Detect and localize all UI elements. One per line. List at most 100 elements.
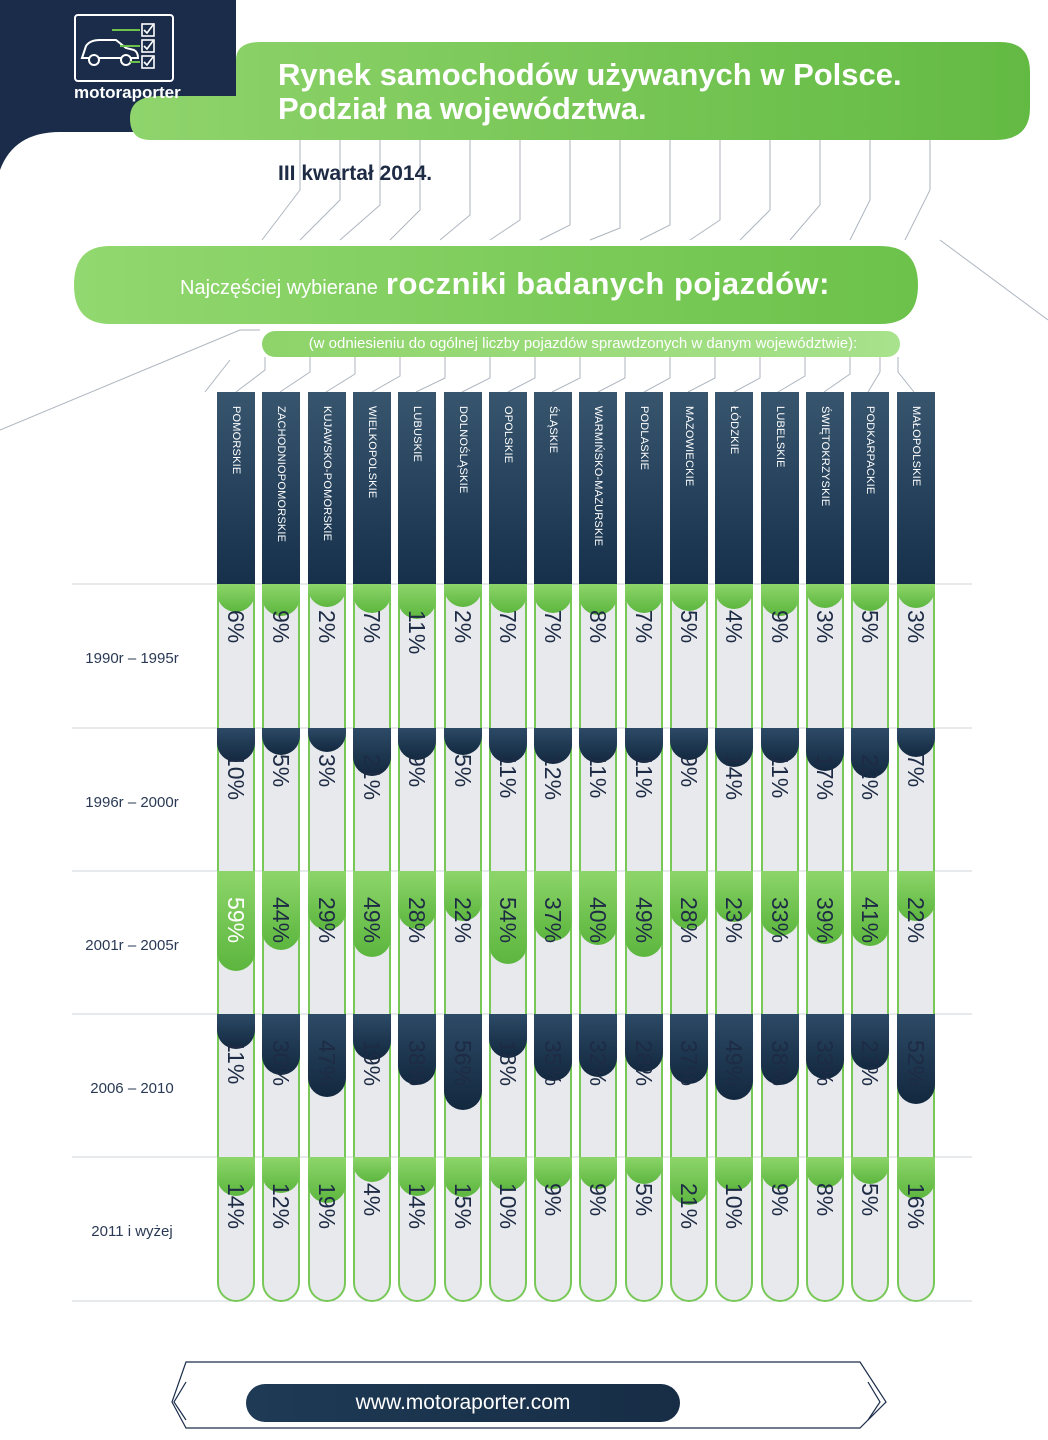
value-cell: 39% bbox=[806, 871, 844, 1014]
value-label: 5% bbox=[631, 1183, 657, 1217]
value-label: 21% bbox=[676, 1183, 702, 1230]
quarter-label: III kwartał 2014. bbox=[278, 162, 433, 185]
value-cell: 27% bbox=[851, 1014, 889, 1157]
region-header: OPOLSKIE bbox=[489, 392, 527, 584]
value-fill bbox=[579, 1014, 617, 1077]
region-column: ZACHODNIOPOMORSKIE 9% 5% 44% 30% 12% bbox=[262, 392, 300, 1302]
value-cell: 4% bbox=[353, 1157, 391, 1300]
row-label: 2011 i wyżej bbox=[91, 1223, 173, 1240]
value-fill bbox=[670, 584, 708, 611]
region-header: POMORSKIE bbox=[217, 392, 255, 584]
value-fill bbox=[625, 1014, 663, 1072]
value-label: 22% bbox=[450, 897, 476, 944]
region-header: MAZOWIECKIE bbox=[670, 392, 708, 584]
value-cell: 33% bbox=[761, 871, 799, 1014]
value-cell: 11% bbox=[489, 728, 527, 871]
region-column: PODKARPACKIE 5% 22% 41% 27% 5% bbox=[851, 392, 889, 1302]
value-fill bbox=[851, 728, 889, 778]
value-cell: 6% bbox=[217, 584, 255, 727]
value-cell: 37% bbox=[670, 1014, 708, 1157]
value-cell: 5% bbox=[851, 584, 889, 727]
value-fill bbox=[579, 1157, 617, 1189]
value-cell: 19% bbox=[353, 1014, 391, 1157]
value-label: 7% bbox=[631, 610, 657, 644]
value-label: 37% bbox=[540, 897, 566, 944]
region-header: PODLASKIE bbox=[625, 392, 663, 584]
value-fill bbox=[715, 728, 753, 767]
value-cell: 28% bbox=[625, 1014, 663, 1157]
value-fill bbox=[217, 1014, 255, 1049]
region-column: KUJAWSKO-POMORSKIE 2% 3% 29% 47% 19% bbox=[308, 392, 346, 1302]
value-cell: 9% bbox=[534, 1157, 572, 1300]
value-cell: 5% bbox=[444, 728, 482, 871]
value-fill bbox=[262, 1014, 300, 1075]
value-cell: 8% bbox=[806, 1157, 844, 1300]
value-cell: 7% bbox=[897, 728, 935, 871]
value-fill bbox=[444, 1014, 482, 1110]
value-fill bbox=[534, 728, 572, 764]
value-fill bbox=[534, 584, 572, 613]
value-fill bbox=[625, 1157, 663, 1184]
region-label: ZACHODNIOPOMORSKIE bbox=[275, 406, 287, 543]
value-cell: 9% bbox=[670, 728, 708, 871]
value-label: 15% bbox=[450, 1183, 476, 1230]
value-cell: 3% bbox=[806, 584, 844, 727]
value-label: 5% bbox=[857, 1183, 883, 1217]
value-cell: 5% bbox=[851, 1157, 889, 1300]
value-fill bbox=[806, 1157, 844, 1188]
value-cell: 2% bbox=[308, 584, 346, 727]
value-fill bbox=[761, 584, 799, 616]
value-label: 33% bbox=[812, 1040, 838, 1087]
value-cell: 30% bbox=[262, 1014, 300, 1157]
value-cell: 3% bbox=[897, 584, 935, 727]
title-line-1: Rynek samochodów używanych w Polsce. bbox=[278, 57, 902, 92]
value-fill bbox=[851, 584, 889, 611]
row-label: 2006 – 2010 bbox=[90, 1080, 174, 1097]
website-link[interactable]: www.motoraporter.com bbox=[355, 1391, 571, 1414]
region-label: LUBUSKIE bbox=[411, 406, 423, 463]
value-fill bbox=[489, 871, 527, 964]
value-cell: 38% bbox=[398, 1014, 436, 1157]
value-fill bbox=[625, 728, 663, 763]
value-label: 3% bbox=[812, 610, 838, 644]
value-cell: 18% bbox=[489, 1014, 527, 1157]
value-cell: 9% bbox=[398, 728, 436, 871]
logo[interactable] bbox=[74, 14, 174, 82]
value-label: 14% bbox=[404, 1183, 430, 1230]
value-label: 9% bbox=[676, 754, 702, 788]
value-fill bbox=[625, 871, 663, 957]
value-label: 32% bbox=[585, 1040, 611, 1087]
decor-lines bbox=[0, 140, 1048, 431]
value-cell: 22% bbox=[897, 871, 935, 1014]
value-label: 11% bbox=[631, 754, 657, 799]
value-cell: 47% bbox=[308, 1014, 346, 1157]
value-cell: 9% bbox=[579, 1157, 617, 1300]
value-label: 39% bbox=[812, 897, 838, 944]
value-fill bbox=[534, 1014, 572, 1081]
value-label: 11% bbox=[404, 610, 430, 655]
region-label: WARMIŃSKO-MAZURSKIE bbox=[592, 406, 604, 547]
value-cell: 41% bbox=[851, 871, 889, 1014]
value-label: 44% bbox=[268, 897, 294, 944]
subtitle-banner bbox=[74, 246, 918, 324]
value-cell: 14% bbox=[715, 728, 753, 871]
subtitle-prefix: Najczęściej wybierane bbox=[180, 277, 378, 299]
region-column: ŚWIĘTOKRZYSKIE 3% 17% 39% 33% 8% bbox=[806, 392, 844, 1302]
value-label: 17% bbox=[812, 754, 838, 801]
value-fill bbox=[715, 1014, 753, 1100]
region-header: LUBUSKIE bbox=[398, 392, 436, 584]
region-header: PODKARPACKIE bbox=[851, 392, 889, 584]
checkbox-icon bbox=[141, 23, 155, 69]
region-header: WARMIŃSKO-MAZURSKIE bbox=[579, 392, 617, 584]
value-cell: 11% bbox=[761, 728, 799, 871]
value-label: 7% bbox=[540, 610, 566, 644]
value-cell: 5% bbox=[625, 1157, 663, 1300]
value-label: 22% bbox=[903, 897, 929, 944]
region-header: LUBELSKIE bbox=[761, 392, 799, 584]
value-label: 12% bbox=[268, 1183, 294, 1230]
value-cell: 11% bbox=[579, 728, 617, 871]
value-fill bbox=[217, 584, 255, 612]
value-cell: 49% bbox=[353, 871, 391, 1014]
value-label: 49% bbox=[631, 897, 657, 944]
value-cell: 49% bbox=[625, 871, 663, 1014]
